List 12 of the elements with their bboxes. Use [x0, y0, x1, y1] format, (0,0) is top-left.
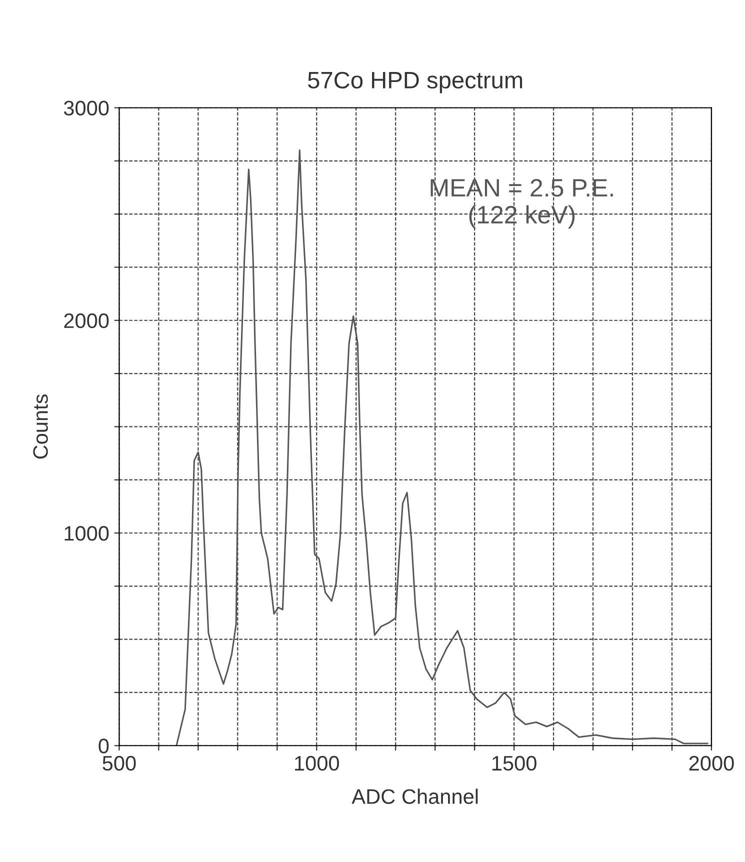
- line-series: [176, 150, 708, 746]
- x-tick-label: 1000: [295, 756, 339, 771]
- x-tick-label: 500: [102, 756, 136, 771]
- x-axis-title: ADC Channel: [352, 788, 478, 804]
- chart-title: 57Co HPD spectrum: [308, 72, 522, 94]
- y-tick-label: 2000: [64, 313, 109, 328]
- y-tick-label: 1000: [64, 526, 109, 541]
- y-tick-label: 0: [98, 738, 109, 754]
- y-tick-label: 3000: [64, 100, 109, 116]
- y-axis-title: Counts: [33, 394, 48, 459]
- x-tick-label: 1500: [492, 756, 536, 771]
- x-tick-label: 2000: [689, 756, 734, 771]
